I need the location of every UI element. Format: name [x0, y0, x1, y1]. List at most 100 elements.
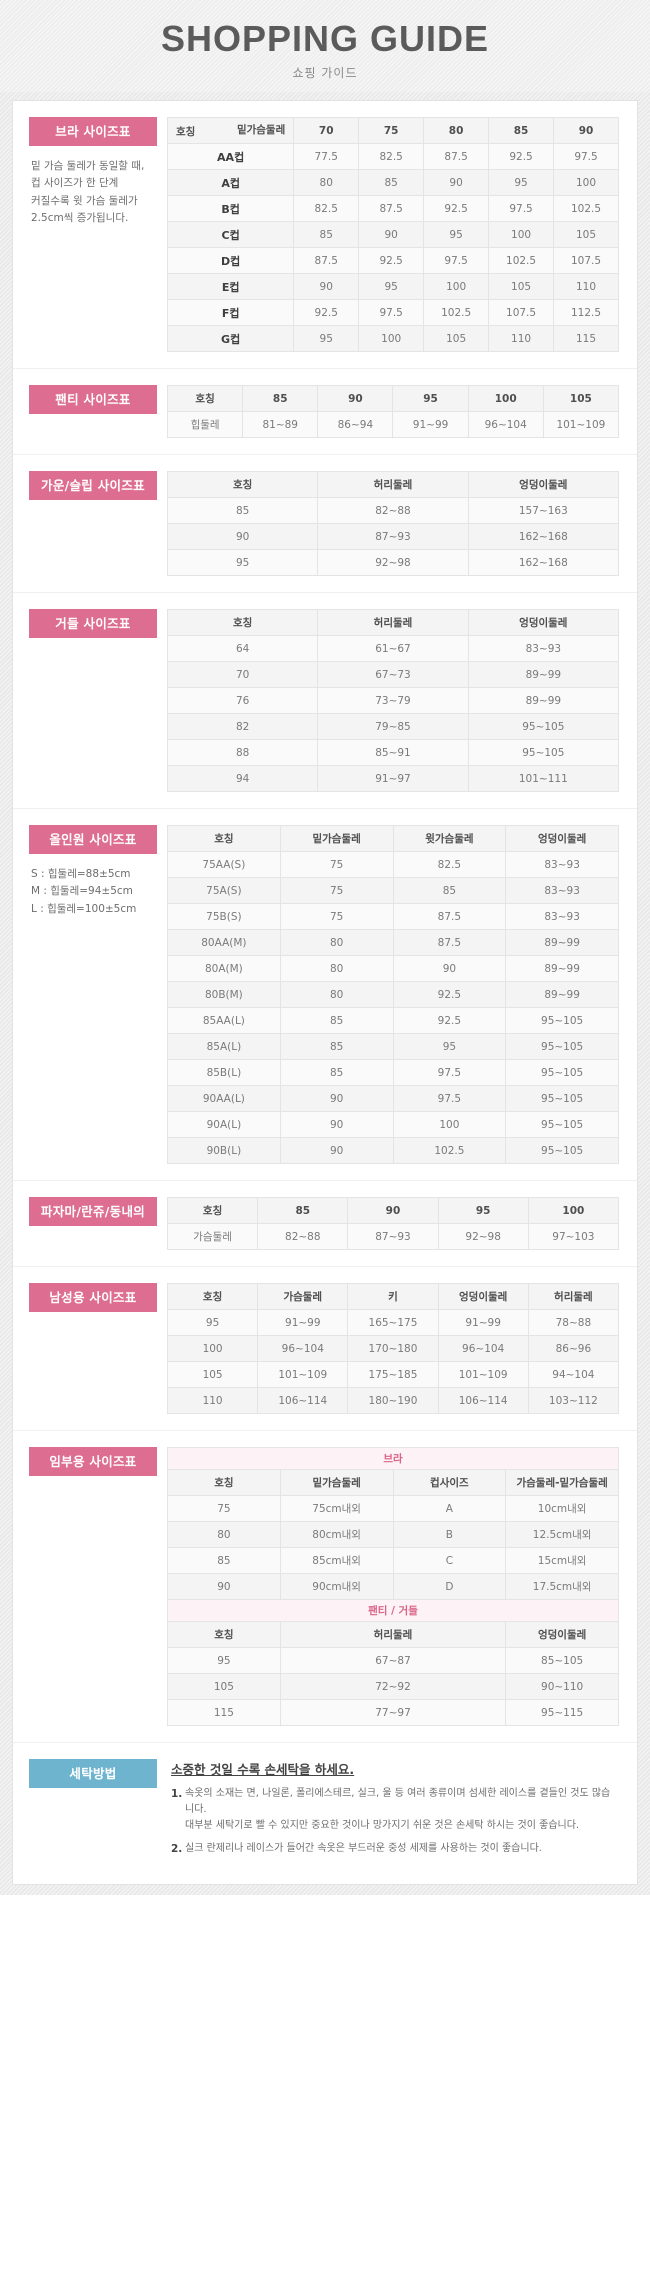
allinone-cell: 95~105	[505, 1085, 619, 1112]
maternity-bra-cell: 85cm내외	[279, 1547, 394, 1574]
pajama-cell: 87~93	[347, 1223, 439, 1250]
table-row: 80B(M) 80 92.5 89~99	[167, 981, 619, 1008]
bra-table-body: AA컵 77.5 82.5 87.5 92.5 97.5 A컵 80 85 90	[166, 143, 619, 352]
girdle-cell: 70	[166, 661, 319, 688]
bra-cell: 92.5	[293, 299, 360, 326]
maternity-bra-cell: 10cm내외	[505, 1495, 619, 1522]
table-row: C컵 85 90 95 100 105	[166, 221, 619, 248]
bra-corner-top-right: 밑가슴둘레	[236, 124, 286, 136]
girdle-cell: 76	[166, 687, 319, 714]
table-row: 115 77~97 95~115	[167, 1699, 619, 1726]
mens-cell: 175~185	[347, 1361, 439, 1388]
bra-cell: 87.5	[423, 143, 490, 170]
table-row: 90AA(L) 90 97.5 95~105	[167, 1085, 619, 1112]
pajama-table-body: 가슴둘레 82~88 87~93 92~98 97~103	[166, 1223, 620, 1250]
bra-col-2: 80	[423, 117, 490, 144]
girdle-table-wrap: 호칭 허리둘레 엉덩이둘레 64 61~67 83~93 70	[166, 609, 620, 792]
panty-cell: 96~104	[467, 411, 544, 438]
bra-col-3: 85	[488, 117, 555, 144]
girdle-cell: 73~79	[317, 687, 469, 714]
allinone-table-body: 75AA(S) 75 82.5 83~93 75A(S) 75 85 83~93	[167, 851, 619, 1164]
mens-header: 호칭	[166, 1283, 259, 1310]
table-row: G컵 95 100 105 110 115	[166, 325, 619, 352]
panty-table-body: 힙둘레 81~89 86~94 91~99 96~104 101~109	[166, 411, 620, 438]
mens-cell: 170~180	[347, 1335, 439, 1362]
girdle-cell: 61~67	[317, 635, 469, 662]
bra-cell: 100	[358, 325, 425, 352]
table-row: 호칭 가슴둘레 키 엉덩이둘레 허리둘레	[166, 1283, 620, 1310]
table-row: 75AA(S) 75 82.5 83~93	[167, 851, 619, 878]
bra-cell: 87.5	[358, 195, 425, 222]
maternity-bra-header: 밑가슴둘레	[279, 1469, 394, 1496]
maternity-panty-cell: 67~87	[279, 1647, 507, 1674]
gown-cell: 87~93	[317, 523, 469, 550]
girdle-cell: 85~91	[317, 739, 469, 766]
allinone-left-column: 올인원 사이즈표 S : 힙둘레=88±5cm M : 힙둘레=94±5cm L…	[29, 825, 167, 918]
mens-cell: 106~114	[437, 1387, 529, 1414]
allinone-header: 밑가슴둘레	[279, 825, 394, 852]
page-title: SHOPPING GUIDE	[160, 18, 490, 59]
badge-pajama: 파자마/란쥬/동내의	[29, 1197, 157, 1226]
section-mens: 남성용 사이즈표 호칭 가슴둘레 키 엉덩이둘레 허리둘레	[13, 1267, 637, 1431]
bra-cell: 110	[553, 273, 619, 300]
allinone-cell: 80	[279, 955, 394, 982]
table-row: 95 92~98 162~168	[166, 549, 620, 576]
table-row: 80A(M) 80 90 89~99	[167, 955, 619, 982]
bra-cell: 110	[488, 325, 555, 352]
allinone-cell: 89~99	[505, 981, 619, 1008]
badge-maternity: 임부용 사이즈표	[29, 1447, 157, 1476]
pajama-header: 95	[437, 1197, 529, 1224]
mens-cell: 96~104	[257, 1335, 349, 1362]
bra-cell: 90	[293, 273, 360, 300]
table-row: 85 82~88 157~163	[166, 497, 620, 524]
list-item: 2. 실크 란제리나 레이스가 들어간 속옷은 부드러운 중성 세제를 사용하는…	[171, 1841, 619, 1857]
section-bra: 브라 사이즈표 밑 가슴 둘레가 동일할 때, 컵 사이즈가 한 단계 커질수록…	[13, 101, 637, 369]
bra-row-label: A컵	[166, 169, 295, 196]
mens-header: 키	[347, 1283, 439, 1310]
bra-cell: 85	[358, 169, 425, 196]
pajama-header: 호칭	[166, 1197, 259, 1224]
bra-cell: 102.5	[423, 299, 490, 326]
badge-washing: 세탁방법	[29, 1759, 157, 1788]
bra-cell: 95	[293, 325, 360, 352]
girdle-cell: 89~99	[467, 661, 620, 688]
table-row: 호칭 밑가슴둘레 윗가슴둘레 엉덩이둘레	[167, 825, 619, 852]
section-gown: 가운/슬립 사이즈표 호칭 허리둘레 엉덩이둘레 85 82~88	[13, 455, 637, 593]
maternity-bra-header: 컵사이즈	[392, 1469, 507, 1496]
table-row: 85AA(L) 85 92.5 95~105	[167, 1007, 619, 1034]
allinone-cell: 75A(S)	[167, 877, 281, 904]
bra-col-4: 90	[553, 117, 619, 144]
bra-cell: 97.5	[488, 195, 555, 222]
panty-cell: 86~94	[317, 411, 394, 438]
allinone-cell: 85B(L)	[167, 1059, 281, 1086]
maternity-panty-cell: 77~97	[279, 1699, 507, 1726]
allinone-cell: 83~93	[505, 877, 619, 904]
allinone-cell: 85	[279, 1033, 394, 1060]
maternity-panty-header: 허리둘레	[279, 1621, 507, 1648]
table-row: 90B(L) 90 102.5 95~105	[167, 1137, 619, 1164]
maternity-panty-cell: 72~92	[279, 1673, 507, 1700]
allinone-cell: 80AA(M)	[167, 929, 281, 956]
maternity-bra-cell: 80	[167, 1521, 281, 1548]
table-row: 90A(L) 90 100 95~105	[167, 1111, 619, 1138]
bra-row-label: D컵	[166, 247, 295, 274]
allinone-cell: 90A(L)	[167, 1111, 281, 1138]
washing-title: 소중한 것일 수록 손세탁을 하세요.	[171, 1762, 355, 1777]
bra-cell: 107.5	[488, 299, 555, 326]
bra-cell: 95	[358, 273, 425, 300]
gown-cell: 92~98	[317, 549, 469, 576]
allinone-cell: 90	[392, 955, 507, 982]
allinone-cell: 82.5	[392, 851, 507, 878]
maternity-panty-header: 호칭	[167, 1621, 281, 1648]
allinone-header: 호칭	[167, 825, 281, 852]
maternity-bra-cell: 90cm내외	[279, 1573, 394, 1600]
bra-cell: 100	[488, 221, 555, 248]
girdle-cell: 95~105	[467, 713, 620, 740]
table-row: 85A(L) 85 95 95~105	[167, 1033, 619, 1060]
table-row: 105 101~109 175~185 101~109 94~104	[166, 1361, 620, 1388]
table-row: 95 91~99 165~175 91~99 78~88	[166, 1309, 620, 1336]
table-row: 호칭 85 90 95 100 105	[166, 385, 620, 412]
allinone-note: S : 힙둘레=88±5cm M : 힙둘레=94±5cm L : 힙둘레=10…	[29, 866, 157, 918]
allinone-note-line-1: S : 힙둘레=88±5cm	[31, 868, 131, 880]
table-row: 밑가슴둘레 호칭 70 75 80 85 90	[166, 117, 619, 144]
